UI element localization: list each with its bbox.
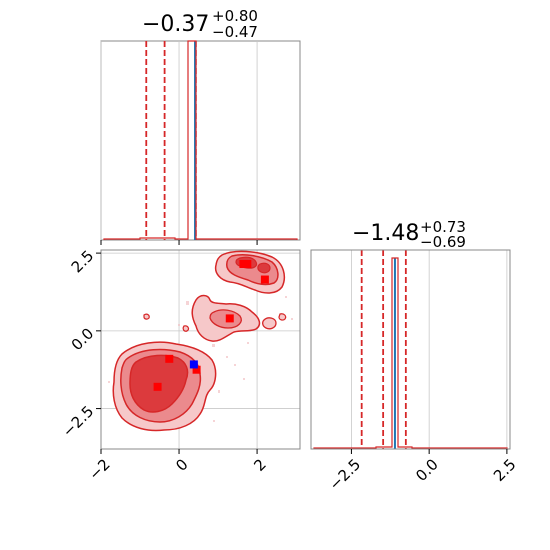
hist-param2-frame-bg	[311, 250, 510, 449]
contour-cluster-mid-blob-4	[182, 325, 190, 332]
hist-param2-x-tick-label: 2.5	[490, 455, 520, 485]
hist-param2-title-median: −1.48	[352, 221, 419, 246]
hist-param2-title-minus: −0.69	[420, 233, 466, 251]
hist-param1-title-minus: −0.47	[212, 23, 258, 41]
contour-cluster-mid-blob-3	[143, 313, 150, 320]
hist-param1-x-ticks	[100, 240, 258, 245]
contour-scatter-points	[153, 259, 269, 391]
hist-param2-quantiles	[360, 250, 407, 449]
contour-y-tick-label: 2.5	[68, 247, 98, 277]
hist-param1-histogram	[103, 40, 298, 240]
hist-param1-frame	[100, 40, 301, 241]
contour-x-tick-label: 0	[172, 455, 191, 474]
hist-param1-grid	[100, 41, 258, 240]
contour-x-ticks: −2 0 2	[85, 449, 270, 484]
scatter-point-red	[243, 259, 252, 268]
contour-y-ticks: 2.5 0.0 −2.5	[59, 247, 101, 441]
hist-param2-x-ticks: −2.5 0.0 2.5	[326, 449, 520, 494]
contour-cluster-ne-spot	[257, 262, 271, 274]
hist-param1-title-plus: +0.80	[212, 7, 258, 25]
scatter-point-red	[165, 354, 174, 363]
hist-param2-histogram	[313, 257, 508, 449]
scatter-point-red	[260, 275, 269, 284]
hist-param1-title-median: −0.37	[142, 12, 209, 37]
contour-y-tick-label: 0.0	[68, 324, 98, 354]
hist-param2-frame	[310, 249, 511, 450]
hist-param1-panel: −0.37 +0.80 −0.47	[100, 7, 301, 241]
contour-panel: −2 0 2 2.5 0.0 −2.5	[59, 247, 301, 484]
contour-x-tick-label: −2	[85, 455, 113, 483]
contour-x-tick-label: 2	[250, 455, 269, 474]
contour-cluster-mid-blob-2	[278, 313, 287, 321]
hist-param2-x-tick-label: 0.0	[412, 455, 442, 485]
hist-param2-grid	[351, 250, 508, 449]
scatter-point-red	[192, 365, 201, 374]
scatter-point-red	[225, 314, 234, 323]
scatter-point-red	[153, 382, 162, 391]
contour-frame	[100, 249, 301, 450]
hist-param2-x-tick-label: −2.5	[326, 455, 364, 493]
hist-param2-title-plus: +0.73	[420, 218, 466, 236]
hist-param2-panel: −2.5 0.0 2.5 −1.48 +0.73 −0.69	[310, 218, 520, 494]
scatter-point-blue	[189, 360, 198, 369]
contour-y-tick-label: −2.5	[59, 402, 97, 440]
contour-cluster-mid-blob-1	[262, 317, 277, 330]
